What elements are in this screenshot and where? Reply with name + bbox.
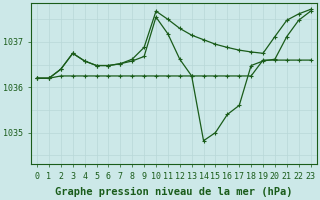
X-axis label: Graphe pression niveau de la mer (hPa): Graphe pression niveau de la mer (hPa)	[55, 186, 292, 197]
